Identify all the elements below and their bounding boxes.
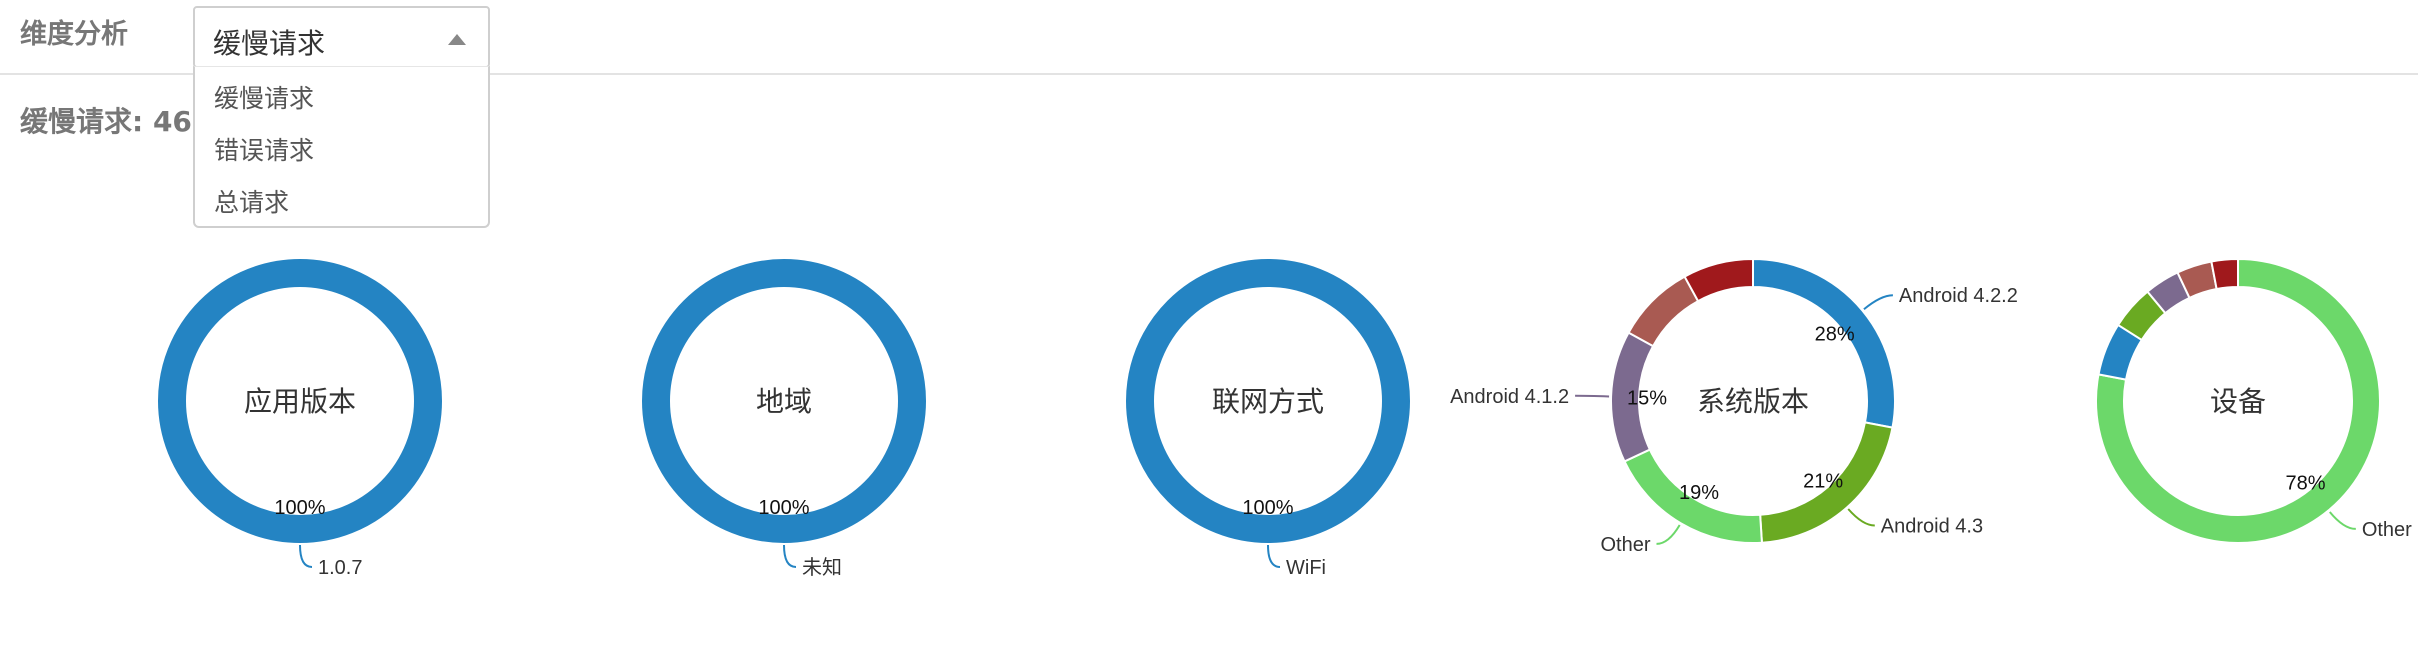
slice-segment-4[interactable]: [1629, 277, 1699, 347]
select-dropdown-menu: 缓慢请求 错误请求 总请求: [193, 66, 490, 228]
pct-label: 100%: [274, 497, 325, 519]
pct-label: 21%: [1803, 471, 1843, 493]
label-connector: [1848, 509, 1875, 526]
chart-center-title: 地域: [756, 385, 812, 418]
slice-label: Android 4.1.2: [1450, 386, 1569, 408]
slice-label: Other: [2362, 519, 2412, 541]
donut-chart-1: 100% 未知 地域: [656, 273, 912, 579]
slice-label: Android 4.2.2: [1899, 285, 2018, 307]
pct-label: 78%: [2286, 473, 2326, 495]
label-connector: [1864, 295, 1893, 309]
slice-label: Android 4.3: [1881, 516, 1983, 538]
slice-label: WiFi: [1286, 557, 1326, 579]
slice-label: Other: [1600, 534, 1650, 556]
pct-label: 100%: [1242, 497, 1293, 519]
option-error-requests[interactable]: 错误请求: [214, 131, 314, 167]
label-connector: [1268, 545, 1280, 567]
pct-label: 15%: [1627, 388, 1667, 410]
donut-chart-0: 100% 1.0.7 应用版本: [172, 273, 428, 579]
slice-label: 1.0.7: [318, 557, 362, 579]
label-connector: [1656, 525, 1679, 544]
donut-chart-3: 28% Android 4.2.2 21% Android 4.3 19% Other 15…: [1450, 259, 2018, 556]
pct-label: 100%: [758, 497, 809, 519]
chart-center-title: 设备: [2210, 385, 2266, 418]
slice-label: 未知: [802, 556, 842, 579]
option-total-requests[interactable]: 总请求: [214, 183, 289, 219]
pct-label: 28%: [1815, 323, 1855, 345]
label-connector: [2330, 512, 2356, 529]
pct-label: 19%: [1679, 482, 1719, 504]
chart-center-title: 系统版本: [1697, 385, 1809, 418]
chart-center-title: 联网方式: [1212, 385, 1324, 418]
donut-chart-2: 100% WiFi 联网方式: [1140, 273, 1396, 579]
slice-segment-5[interactable]: [2211, 259, 2238, 289]
label-connector: [300, 545, 312, 567]
label-connector: [1575, 396, 1609, 397]
option-slow-requests[interactable]: 缓慢请求: [214, 79, 314, 115]
slice-segment-5[interactable]: [1685, 259, 1753, 301]
donut-chart-4: 78% Other 设备: [2096, 259, 2412, 543]
chart-center-title: 应用版本: [244, 385, 356, 418]
label-connector: [784, 545, 796, 567]
